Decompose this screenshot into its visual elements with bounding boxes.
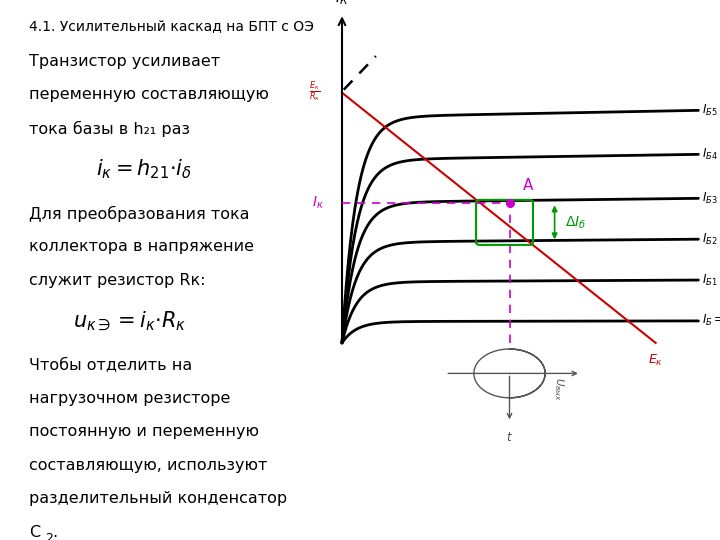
Text: $U_{вых}$: $U_{вых}$ — [552, 377, 566, 401]
Text: $I_{К}$: $I_{К}$ — [335, 0, 349, 7]
Text: коллектора в напряжение: коллектора в напряжение — [29, 239, 254, 254]
Text: переменную составляющую: переменную составляющую — [29, 87, 269, 103]
Text: .: . — [52, 525, 57, 540]
Text: $I_{Б}=0$: $I_{Б}=0$ — [702, 313, 720, 328]
Text: $\Delta I_б$: $\Delta I_б$ — [565, 214, 587, 231]
Text: $I_{Б2}$: $I_{Б2}$ — [702, 232, 718, 247]
Text: тока базы в h₂₁ раз: тока базы в h₂₁ раз — [29, 121, 190, 137]
Text: 4.1. Усилительный каскад на БПТ с ОЭ: 4.1. Усилительный каскад на БПТ с ОЭ — [29, 19, 314, 33]
Text: $I_{Б3}$: $I_{Б3}$ — [702, 191, 718, 206]
Text: составляющую, используют: составляющую, используют — [29, 458, 267, 473]
Text: постоянную и переменную: постоянную и переменную — [29, 424, 258, 440]
Text: $i_{\kappa} = h_{21}{\cdot}i_{\delta}$: $i_{\kappa} = h_{21}{\cdot}i_{\delta}$ — [96, 157, 192, 181]
Text: Чтобы отделить на: Чтобы отделить на — [29, 357, 192, 373]
Text: разделительный конденсатор: разделительный конденсатор — [29, 491, 287, 507]
Text: $I_{Б1}$: $I_{Б1}$ — [702, 273, 718, 288]
Text: Транзистор усиливает: Транзистор усиливает — [29, 54, 220, 69]
Text: $I_{Б5}$: $I_{Б5}$ — [702, 103, 718, 118]
Text: служит резистор Rк:: служит резистор Rк: — [29, 273, 205, 288]
Text: A: A — [523, 178, 533, 193]
Text: C: C — [29, 525, 40, 540]
Text: $E_{к}$: $E_{к}$ — [648, 353, 663, 368]
Text: 2: 2 — [45, 532, 53, 540]
Text: $u_{\kappa\mathsf{\ni}} = i_{\kappa}{\cdot}R_{\kappa}$: $u_{\kappa\mathsf{\ni}} = i_{\kappa}{\cd… — [73, 309, 186, 333]
Text: $I_{к}$: $I_{к}$ — [312, 194, 324, 211]
Text: Для преобразования тока: Для преобразования тока — [29, 206, 249, 222]
Text: $\frac{E_{к}}{R_{к}}$: $\frac{E_{к}}{R_{к}}$ — [309, 79, 320, 104]
Text: $I_{Б4}$: $I_{Б4}$ — [702, 147, 718, 162]
Text: $t$: $t$ — [506, 431, 513, 444]
Text: нагрузочном резисторе: нагрузочном резисторе — [29, 391, 230, 406]
